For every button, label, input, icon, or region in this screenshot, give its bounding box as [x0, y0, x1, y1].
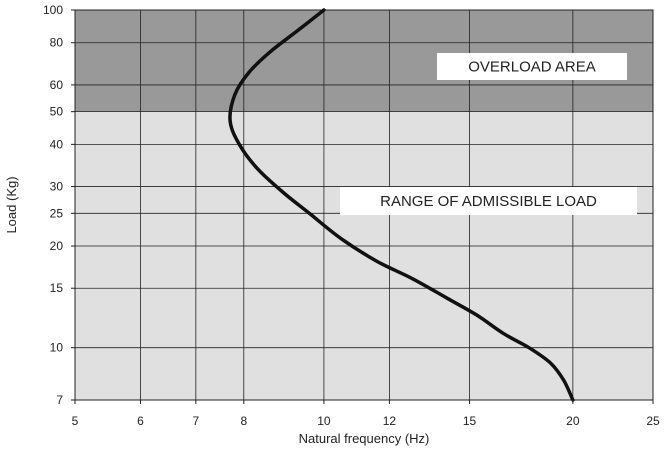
y-tick-label: 25 — [50, 206, 64, 220]
ticks-layer: 5 6 7 8 10 12 15 20 25 7 10 15 20 25 30 40 50 60 80 100 — [43, 3, 660, 428]
y-tick-label: 30 — [50, 180, 64, 194]
x-tick-label: 8 — [240, 414, 247, 428]
overload-area-label: OVERLOAD AREA — [468, 59, 596, 76]
plot-frame — [74, 9, 654, 401]
series-layer — [228, 8, 575, 402]
x-axis-label: Natural frequency (Hz) — [299, 431, 430, 446]
y-tick-label: 80 — [50, 36, 64, 50]
overload-area-label-box — [437, 53, 627, 80]
x-tick-label: 15 — [463, 414, 477, 428]
y-tick-label: 100 — [43, 3, 63, 17]
y-tick-label: 15 — [50, 281, 64, 295]
admissible-load-label-box — [340, 187, 637, 215]
y-axis-label: Load (Kg) — [4, 176, 19, 233]
x-tick-label: 5 — [72, 414, 79, 428]
y-tick-label: 20 — [50, 239, 64, 253]
x-tick-label: 20 — [566, 414, 580, 428]
x-tick-label: 12 — [383, 414, 397, 428]
y-tick-label: 10 — [50, 341, 64, 355]
y-tick-label: 60 — [50, 78, 64, 92]
admissible-load-label: RANGE OF ADMISSIBLE LOAD — [380, 193, 597, 210]
annotations-layer: OVERLOAD AREA RANGE OF ADMISSIBLE LOAD — [340, 53, 637, 215]
x-tick-label: 10 — [317, 414, 331, 428]
y-tick-label: 40 — [50, 137, 64, 151]
series-line-0 — [228, 8, 575, 402]
region-admissible — [75, 111, 653, 400]
x-tick-label: 25 — [646, 414, 660, 428]
x-tick-label: 7 — [192, 414, 199, 428]
y-tick-label: 50 — [50, 105, 64, 119]
regions-layer — [75, 10, 653, 400]
y-tick-label: 7 — [56, 393, 63, 407]
x-tick-label: 6 — [137, 414, 144, 428]
